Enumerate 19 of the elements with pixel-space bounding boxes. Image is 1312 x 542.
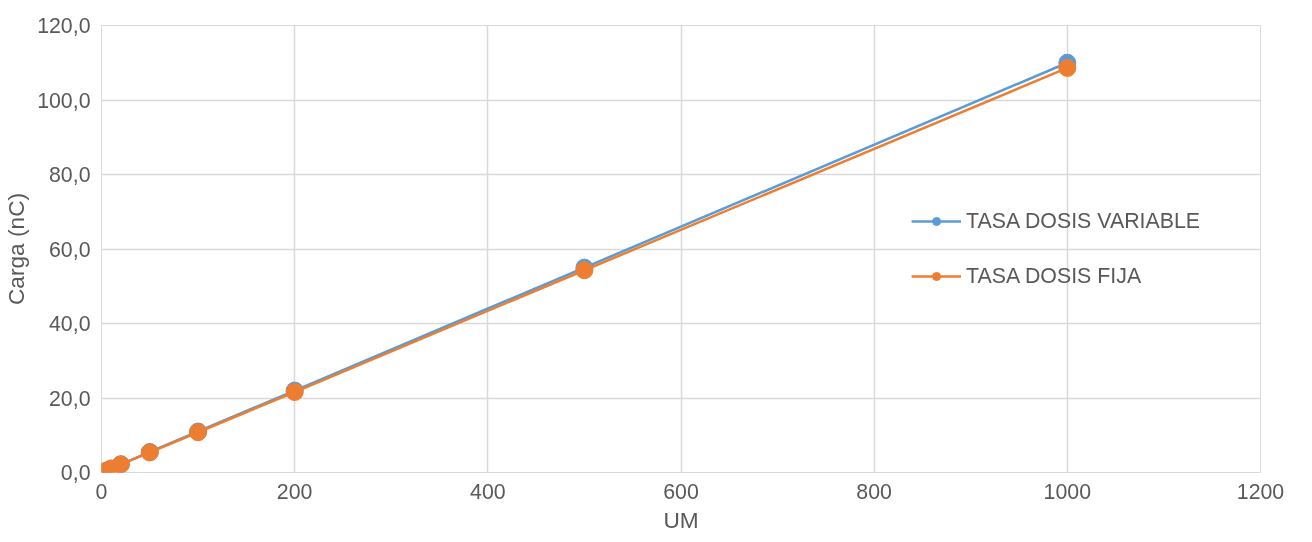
x-tick-label: 200 [276,479,313,504]
x-tick-label: 600 [663,479,699,504]
y-tick-label: 80,0 [48,163,91,187]
x-tick-label: 0 [95,479,108,504]
point [1058,58,1077,77]
y-tick-label: 0,0 [60,461,91,485]
x-tick-label: 400 [470,479,506,504]
x-tick-label: 800 [856,479,893,504]
y-axis-title: Carga (nC) [3,192,30,306]
y-tick-label: 20,0 [48,386,91,411]
legend-label: TASA DOSIS VARIABLE [966,208,1200,234]
y-tick-label: 100,0 [37,88,91,113]
legend-label: TASA DOSIS FIJA [966,263,1142,289]
y-tick-label: 120,0 [37,14,91,38]
y-tick-label: 60,0 [48,237,91,262]
y-tick-label: 40,0 [48,312,91,336]
x-tick-label: 1200 [1236,479,1285,504]
x-axis-title: UM [663,506,699,533]
x-tick-label: 1000 [1043,479,1092,504]
